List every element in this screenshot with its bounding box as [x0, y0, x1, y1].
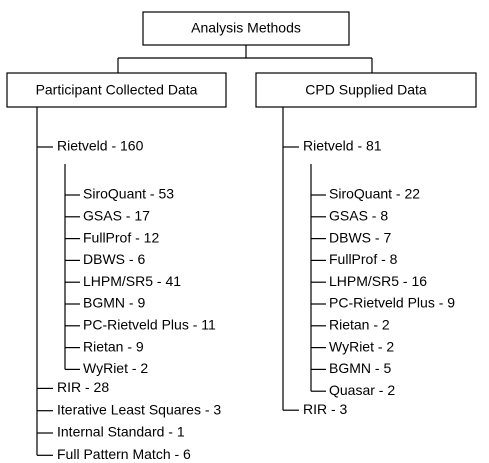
child-label: LHPM/SR5 - 41	[83, 273, 181, 289]
item-label: RIR - 28	[57, 379, 109, 395]
child-label: BGMN - 5	[329, 360, 391, 376]
child-label: BGMN - 9	[83, 295, 145, 311]
child-label: WyRiet - 2	[83, 360, 148, 376]
child-label: GSAS - 17	[83, 208, 150, 224]
child-label: FullProf - 12	[83, 229, 159, 245]
root-box	[142, 11, 350, 46]
branch-box	[255, 72, 477, 108]
child-label: SiroQuant - 22	[329, 186, 420, 202]
branch-label: Participant Collected Data	[36, 82, 198, 98]
child-label: SiroQuant - 53	[83, 186, 174, 202]
branch-label: CPD Supplied Data	[305, 82, 427, 98]
child-label: PC-Rietveld Plus - 9	[329, 295, 455, 311]
child-label: DBWS - 6	[83, 251, 145, 267]
item-label: Rietveld - 160	[57, 138, 144, 154]
item-label: RIR - 3	[303, 401, 348, 417]
child-label: Rietan - 9	[83, 338, 144, 354]
item-label: Rietveld - 81	[303, 138, 382, 154]
child-label: FullProf - 8	[329, 251, 398, 267]
child-label: DBWS - 7	[329, 229, 391, 245]
item-label: Iterative Least Squares - 3	[57, 401, 221, 417]
child-label: PC-Rietveld Plus - 11	[83, 317, 216, 333]
child-label: WyRiet - 2	[329, 338, 394, 354]
root-label: Analysis Methods	[191, 20, 301, 36]
item-label: Internal Standard - 1	[57, 424, 185, 440]
branch-box	[6, 72, 227, 108]
child-label: GSAS - 8	[329, 208, 388, 224]
child-label: Quasar - 2	[329, 382, 395, 398]
item-label: Full Pattern Match - 6	[57, 446, 191, 462]
child-label: Rietan - 2	[329, 317, 390, 333]
child-label: LHPM/SR5 - 16	[329, 273, 427, 289]
